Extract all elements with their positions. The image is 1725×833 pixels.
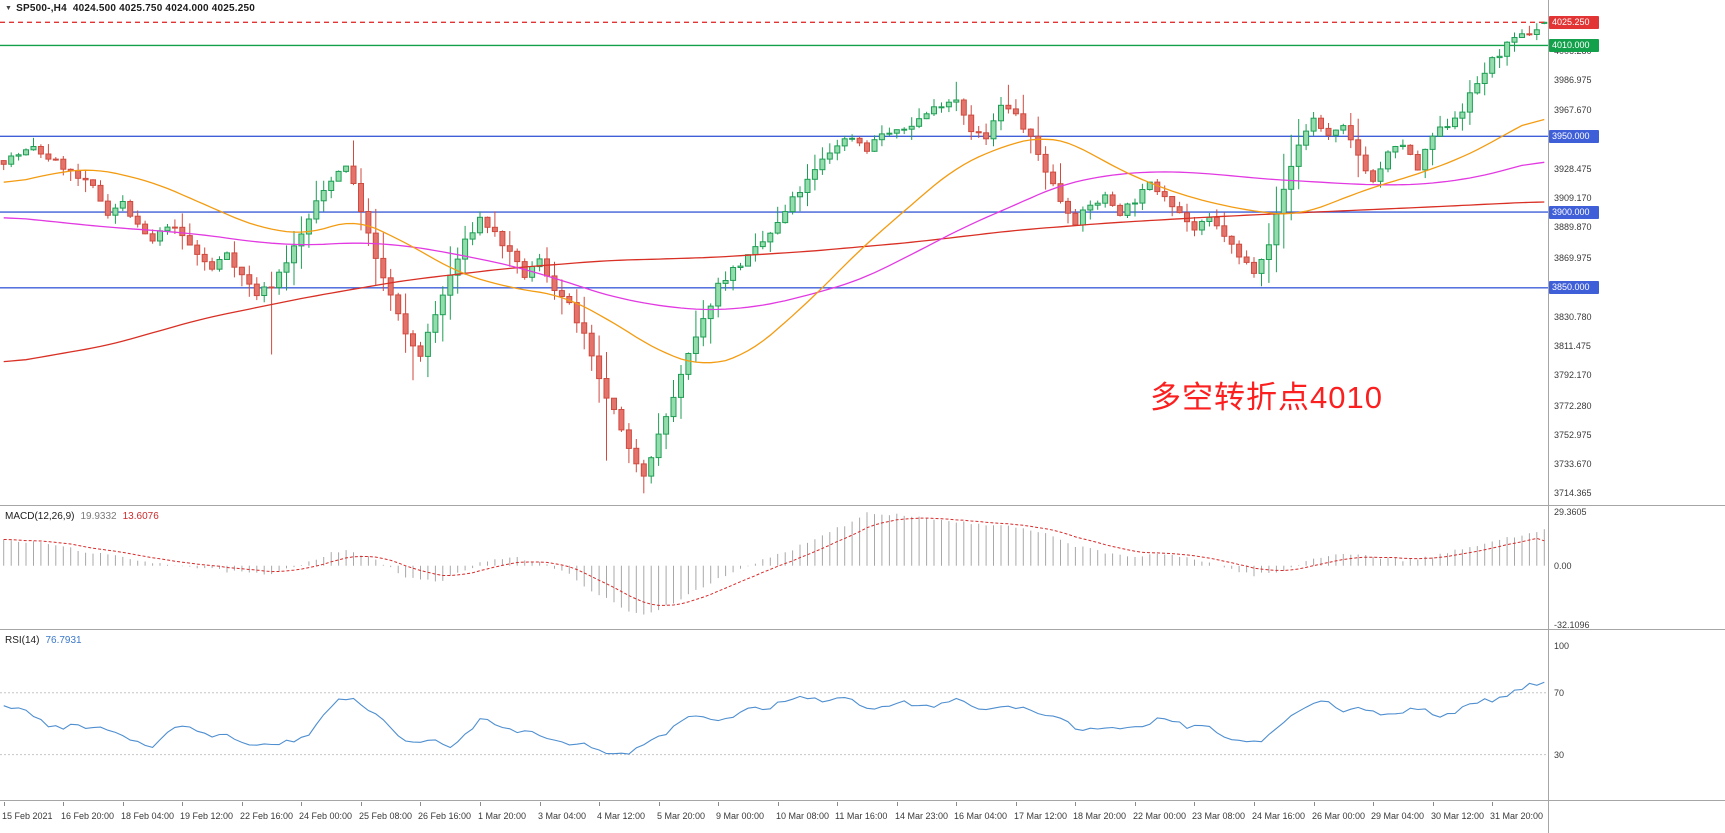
- time-tick-mark: [480, 802, 481, 806]
- time-tick-mark: [1492, 802, 1493, 806]
- price-tick-label: 3928.475: [1554, 163, 1592, 174]
- time-axis-label: 26 Mar 00:00: [1312, 811, 1366, 821]
- time-axis-label: 16 Mar 04:00: [954, 811, 1008, 821]
- time-tick-mark: [718, 802, 719, 806]
- time-axis-label: 15 Feb 2021: [2, 811, 53, 821]
- price-level-badge: 3950.000: [1549, 129, 1599, 143]
- time-tick-mark: [123, 802, 124, 806]
- time-tick-mark: [1075, 802, 1076, 806]
- rsi-chart[interactable]: [0, 631, 1548, 801]
- ohlc-values: 4024.500 4025.750 4024.000 4025.250: [72, 3, 256, 14]
- rsi-name: RSI(14): [5, 635, 40, 646]
- price-level-badge: 3850.000: [1549, 281, 1599, 295]
- time-axis-label: 22 Feb 16:00: [240, 811, 294, 821]
- chart-title: ▼ SP500-,H4 4024.500 4025.750 4024.000 402…: [5, 3, 255, 14]
- rsi-label: RSI(14) 76.7931: [5, 635, 82, 646]
- macd-tick-label: 29.3605: [1554, 506, 1587, 517]
- macd-panel[interactable]: MACD(12,26,9) 19.9332 13.6076: [0, 507, 1725, 630]
- rsi-panel[interactable]: RSI(14) 76.7931: [0, 631, 1725, 801]
- price-tick-label: 3792.170: [1554, 370, 1592, 381]
- time-axis-label: 25 Feb 08:00: [359, 811, 413, 821]
- candlestick-chart[interactable]: [0, 0, 1548, 506]
- time-axis-label: 9 Mar 00:00: [716, 811, 765, 821]
- time-tick-mark: [1135, 802, 1136, 806]
- time-tick-mark: [540, 802, 541, 806]
- main-chart-panel[interactable]: ▼ SP500-,H4 4024.500 4025.750 4024.000 402…: [0, 0, 1725, 506]
- time-axis-label: 18 Feb 04:00: [121, 811, 175, 821]
- price-tick-label: 3811.475: [1554, 341, 1591, 352]
- time-axis-label: 11 Mar 16:00: [835, 811, 888, 821]
- macd-name: MACD(12,26,9): [5, 511, 75, 522]
- time-tick-mark: [897, 802, 898, 806]
- time-axis-label: 16 Feb 20:00: [61, 811, 115, 821]
- time-tick-mark: [4, 802, 5, 806]
- time-tick-mark: [1194, 802, 1195, 806]
- time-tick-mark: [301, 802, 302, 806]
- time-tick-mark: [778, 802, 779, 806]
- macd-tick-label: -32.1096: [1554, 619, 1590, 630]
- time-axis-label: 3 Mar 04:00: [538, 811, 587, 821]
- price-tick-label: 3772.280: [1554, 400, 1592, 411]
- time-tick-mark: [1314, 802, 1315, 806]
- price-tick-label: 3869.975: [1554, 252, 1592, 263]
- time-axis-label: 14 Mar 23:00: [895, 811, 949, 821]
- price-level-badge: 3900.000: [1549, 205, 1599, 219]
- price-tick-label: 3752.975: [1554, 429, 1592, 440]
- chart-annotation-text: 多空转折点4010: [1150, 380, 1383, 415]
- time-axis-label: 31 Mar 20:00: [1490, 811, 1544, 821]
- rsi-value: 76.7931: [45, 635, 82, 646]
- macd-main-value: 19.9332: [80, 511, 117, 522]
- time-tick-mark: [659, 802, 660, 806]
- time-axis-label: 1 Mar 20:00: [478, 811, 527, 821]
- time-tick-mark: [1254, 802, 1255, 806]
- time-axis[interactable]: 15 Feb 2021 16 Feb 20:00 18 Feb 04:00 19 Fe…: [0, 802, 1725, 833]
- price-tick-label: 3733.670: [1554, 459, 1592, 470]
- symbol-timeframe-label: SP500-,H4: [16, 3, 67, 14]
- time-tick-mark: [361, 802, 362, 806]
- rsi-tick-label: 30: [1554, 749, 1565, 760]
- time-axis-label: 22 Mar 00:00: [1133, 811, 1187, 821]
- time-axis-label: 10 Mar 08:00: [776, 811, 830, 821]
- time-tick-mark: [837, 802, 838, 806]
- time-axis-label: 30 Mar 12:00: [1431, 811, 1485, 821]
- time-axis-label: 29 Mar 04:00: [1371, 811, 1425, 821]
- price-level-badge: 4010.000: [1549, 38, 1599, 52]
- macd-chart[interactable]: [0, 507, 1548, 630]
- price-tick-label: 3830.780: [1554, 311, 1592, 322]
- time-tick-mark: [63, 802, 64, 806]
- time-axis-label: 5 Mar 20:00: [657, 811, 706, 821]
- macd-tick-label: 0.00: [1554, 560, 1572, 571]
- price-tick-label: 3889.870: [1554, 222, 1592, 233]
- time-axis-label: 24 Mar 16:00: [1252, 811, 1306, 821]
- time-tick-mark: [420, 802, 421, 806]
- time-tick-mark: [1373, 802, 1374, 806]
- macd-label: MACD(12,26,9) 19.9332 13.6076: [5, 511, 159, 522]
- price-tick-label: 3967.670: [1554, 104, 1592, 115]
- time-axis-label: 24 Feb 00:00: [299, 811, 353, 821]
- macd-signal-value: 13.6076: [122, 511, 159, 522]
- price-tick-label: 3909.170: [1554, 193, 1592, 204]
- price-tick-label: 3986.975: [1554, 75, 1592, 86]
- time-axis-label: 4 Mar 12:00: [597, 811, 646, 821]
- time-axis-label: 18 Mar 20:00: [1073, 811, 1127, 821]
- rsi-tick-label: 70: [1554, 687, 1565, 698]
- time-tick-mark: [1016, 802, 1017, 806]
- time-axis-label: 26 Feb 16:00: [418, 811, 472, 821]
- price-level-badge: 4025.250: [1549, 15, 1599, 29]
- price-tick-label: 3714.365: [1554, 488, 1592, 499]
- time-axis-label: 23 Mar 08:00: [1192, 811, 1246, 821]
- time-tick-mark: [599, 802, 600, 806]
- time-tick-mark: [956, 802, 957, 806]
- time-axis-label: 19 Feb 12:00: [180, 811, 234, 821]
- time-tick-mark: [242, 802, 243, 806]
- time-tick-mark: [182, 802, 183, 806]
- time-tick-mark: [1433, 802, 1434, 806]
- symbol-triangle-icon: ▼: [5, 5, 13, 12]
- time-axis-label: 17 Mar 12:00: [1014, 811, 1068, 821]
- rsi-tick-label: 100: [1554, 641, 1570, 652]
- axis-divider: [1548, 0, 1549, 833]
